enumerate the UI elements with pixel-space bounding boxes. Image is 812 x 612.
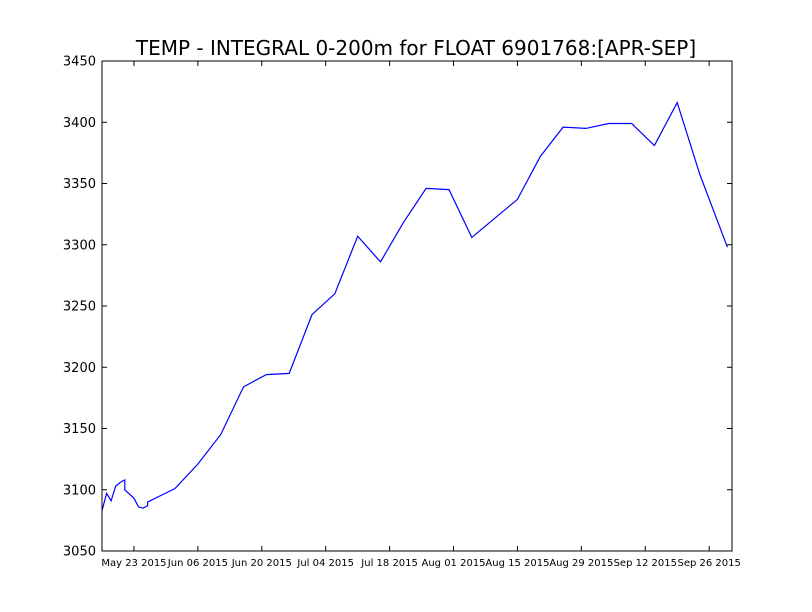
- y-tick-label: 3200: [63, 361, 96, 376]
- y-tick-label: 3400: [63, 116, 96, 131]
- y-tick-label: 3250: [63, 300, 96, 315]
- y-tick-label: 3100: [63, 483, 96, 498]
- x-tick-label: Sep 26 2015: [677, 558, 740, 569]
- x-tick-label: Jul 04 2015: [296, 558, 354, 569]
- y-tick-label: 3050: [63, 545, 96, 560]
- x-tick-label: Jun 06 2015: [167, 558, 228, 569]
- x-tick-label: Aug 29 2015: [549, 558, 613, 569]
- y-tick-label: 3150: [63, 422, 96, 437]
- chart-title: TEMP - INTEGRAL 0-200m for FLOAT 6901768…: [135, 36, 696, 60]
- x-tick-label: Aug 01 2015: [421, 558, 485, 569]
- plot-area: [102, 61, 732, 551]
- y-tick-label: 3350: [63, 177, 96, 192]
- y-tick-label: 3300: [63, 238, 96, 253]
- x-tick-label: Aug 15 2015: [485, 558, 549, 569]
- chart-marks: [101, 101, 728, 511]
- series-line-0: [101, 101, 728, 511]
- y-tick-label: 3450: [63, 55, 96, 70]
- x-tick-label: Jul 18 2015: [360, 558, 418, 569]
- x-tick-label: Jun 20 2015: [231, 558, 292, 569]
- x-tick-label: May 23 2015: [101, 558, 166, 569]
- axis-ticks: 3050 3100 3150 3200 3250 3300 3350 3400 3450 May …: [63, 55, 741, 570]
- x-tick-label: Sep 12 2015: [614, 558, 677, 569]
